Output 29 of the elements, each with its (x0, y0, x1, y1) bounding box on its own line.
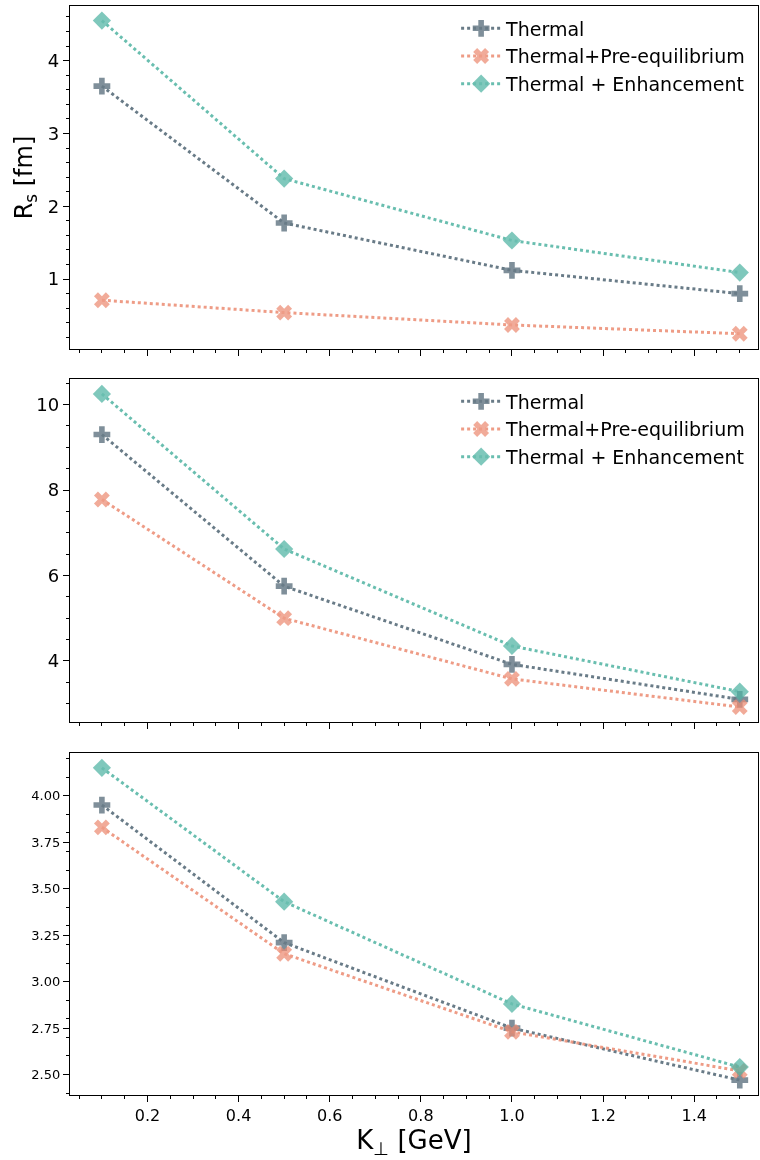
legend-label: Thermal+Pre-equilibrium (505, 45, 745, 68)
y-tick-label: 1 (47, 268, 60, 290)
x-axis-title: K$_{⊥}$ [GeV] (356, 1125, 472, 1159)
y-tick-label: 2.50 (31, 1067, 61, 1083)
x-tick-label: 1.0 (499, 1106, 525, 1126)
y-tick-label: 8 (47, 479, 60, 501)
legend-label: Thermal + Enhancement (505, 446, 744, 469)
legend-label: Thermal+Pre-equilibrium (505, 418, 745, 441)
y-tick-label: 3.25 (31, 927, 61, 943)
legend-label: Thermal (505, 390, 585, 413)
y-tick-label: 10 (36, 393, 60, 415)
legend-label: Thermal (505, 17, 585, 40)
y-tick-label: 4 (47, 650, 60, 672)
y-tick-label: 3.00 (31, 974, 61, 990)
y-tick-label: 6 (47, 564, 60, 586)
y-tick-label: 4 (47, 49, 60, 71)
legend-label: Thermal + Enhancement (505, 73, 744, 96)
y-tick-label: 3.50 (31, 881, 61, 897)
x-tick-label: 0.2 (134, 1106, 161, 1126)
x-tick-label: 0.8 (408, 1106, 434, 1126)
y-tick-label: 3 (47, 122, 60, 144)
x-tick-label: 0.6 (316, 1106, 343, 1126)
x-tick-label: 0.4 (225, 1106, 252, 1126)
y-tick-label: 2 (47, 195, 60, 217)
x-tick-label: 1.4 (681, 1106, 707, 1126)
y-tick-label: 4.00 (31, 788, 61, 804)
y-tick-label: 3.75 (31, 834, 61, 850)
x-tick-label: 1.2 (590, 1106, 616, 1126)
y-tick-label: 2.75 (31, 1020, 61, 1036)
